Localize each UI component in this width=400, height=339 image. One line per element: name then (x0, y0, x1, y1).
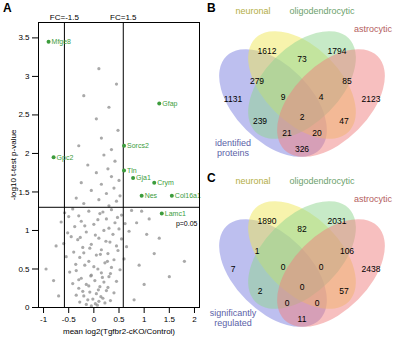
svg-text:3: 3 (25, 72, 30, 81)
svg-text:3.5: 3.5 (18, 33, 30, 42)
svg-text:-0.5: -0.5 (62, 315, 76, 324)
svg-text:Nes: Nes (145, 192, 158, 199)
svg-text:Gja1: Gja1 (136, 174, 151, 182)
svg-text:Mfge8: Mfge8 (52, 38, 72, 46)
svg-text:0: 0 (315, 298, 320, 308)
svg-text:0: 0 (281, 262, 286, 272)
svg-text:2: 2 (25, 149, 30, 158)
svg-text:Tln: Tln (127, 167, 137, 174)
svg-text:Gfap: Gfap (162, 100, 177, 108)
svg-text:2: 2 (192, 315, 197, 324)
svg-text:0: 0 (300, 282, 305, 292)
svg-text:2: 2 (300, 112, 305, 122)
svg-text:p=0.05: p=0.05 (176, 220, 198, 228)
svg-text:astrocytic: astrocytic (354, 194, 393, 204)
svg-text:2438: 2438 (362, 264, 381, 274)
svg-text:2031: 2031 (328, 216, 347, 226)
svg-text:0: 0 (319, 262, 324, 272)
html-text:B: B (207, 1, 216, 15)
svg-text:0: 0 (92, 315, 97, 324)
svg-text:astrocytic: astrocytic (354, 24, 393, 34)
svg-text:0.5: 0.5 (113, 315, 125, 324)
svg-text:1794: 1794 (328, 46, 347, 56)
svg-text:57: 57 (339, 286, 349, 296)
svg-text:1: 1 (255, 246, 260, 256)
svg-text:82: 82 (297, 224, 307, 234)
svg-text:47: 47 (339, 116, 349, 126)
html-text:A: A (3, 1, 12, 15)
svg-text:-log10 t-test p-value: -log10 t-test p-value (9, 129, 18, 200)
svg-text:4: 4 (319, 92, 324, 102)
svg-text:neuronal: neuronal (235, 6, 270, 16)
svg-text:Lamc1: Lamc1 (165, 210, 186, 217)
svg-text:2: 2 (258, 286, 263, 296)
svg-text:2123: 2123 (362, 94, 381, 104)
svg-text:Crym: Crym (157, 179, 174, 187)
svg-text:20: 20 (312, 128, 322, 138)
svg-text:7: 7 (231, 264, 236, 274)
html-text:C: C (207, 171, 216, 185)
svg-text:oligodendrocytic: oligodendrocytic (289, 176, 355, 186)
svg-text:identifiedproteins: identifiedproteins (215, 138, 251, 158)
svg-text:Gpc2: Gpc2 (57, 154, 74, 162)
svg-text:106: 106 (340, 246, 354, 256)
svg-text:0: 0 (285, 298, 290, 308)
svg-text:Col16a1: Col16a1 (175, 192, 201, 199)
svg-text:-1: -1 (40, 315, 48, 324)
svg-text:FC=1.5: FC=1.5 (110, 13, 137, 22)
svg-text:73: 73 (297, 54, 307, 64)
svg-text:1: 1 (142, 315, 147, 324)
svg-text:significantlyregulated: significantlyregulated (210, 308, 257, 328)
svg-text:oligodendrocytic: oligodendrocytic (289, 6, 355, 16)
svg-text:1890: 1890 (258, 216, 277, 226)
svg-text:279: 279 (250, 76, 264, 86)
svg-text:1131: 1131 (224, 94, 243, 104)
svg-text:neuronal: neuronal (235, 176, 270, 186)
svg-text:FC=-1.5: FC=-1.5 (50, 13, 80, 22)
svg-text:1.5: 1.5 (18, 188, 30, 197)
svg-text:11: 11 (298, 314, 307, 324)
svg-text:2.5: 2.5 (18, 110, 30, 119)
svg-text:85: 85 (342, 76, 352, 86)
svg-text:0.5: 0.5 (18, 265, 30, 274)
svg-text:1.5: 1.5 (164, 315, 176, 324)
svg-text:0: 0 (25, 303, 30, 312)
svg-text:1: 1 (25, 226, 30, 235)
svg-text:mean log2(Tgfbr2-cKO/Control): mean log2(Tgfbr2-cKO/Control) (63, 327, 175, 336)
svg-text:1612: 1612 (258, 46, 277, 56)
svg-text:326: 326 (295, 144, 309, 154)
svg-text:21: 21 (282, 128, 292, 138)
svg-text:Sorcs2: Sorcs2 (127, 142, 149, 149)
svg-text:239: 239 (253, 116, 267, 126)
svg-text:9: 9 (281, 92, 286, 102)
